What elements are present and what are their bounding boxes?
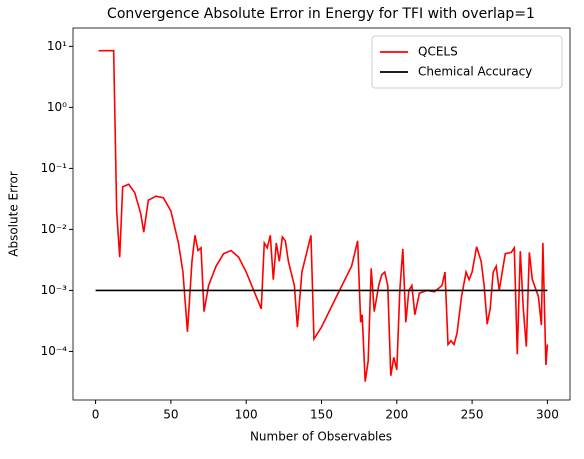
chart-title: Convergence Absolute Error in Energy for… bbox=[107, 6, 535, 22]
y-tick-label: 10⁻² bbox=[41, 222, 68, 236]
x-tick-label: 300 bbox=[536, 408, 559, 422]
x-tick-label: 50 bbox=[163, 408, 178, 422]
y-axis-label: Absolute Error bbox=[7, 171, 21, 257]
y-tick-label: 10⁻¹ bbox=[41, 161, 68, 175]
x-tick-label: 250 bbox=[461, 408, 484, 422]
y-tick-label: 10⁰ bbox=[47, 100, 67, 114]
y-tick-label: 10⁻⁴ bbox=[41, 344, 68, 358]
y-tick-label: 10¹ bbox=[47, 39, 67, 53]
legend-box bbox=[371, 35, 563, 89]
plot-frame bbox=[72, 27, 571, 401]
x-axis-label: Number of Observables bbox=[250, 430, 392, 444]
y-tick-label: 10⁻³ bbox=[41, 283, 68, 297]
x-tick-label: 100 bbox=[235, 408, 258, 422]
x-tick-label: 150 bbox=[310, 408, 333, 422]
x-tick-label: 200 bbox=[385, 408, 408, 422]
legend-label: Chemical Accuracy bbox=[418, 65, 532, 79]
legend-label: QCELS bbox=[418, 45, 458, 59]
data-line bbox=[98, 49, 549, 382]
x-tick-label: 0 bbox=[92, 408, 100, 422]
